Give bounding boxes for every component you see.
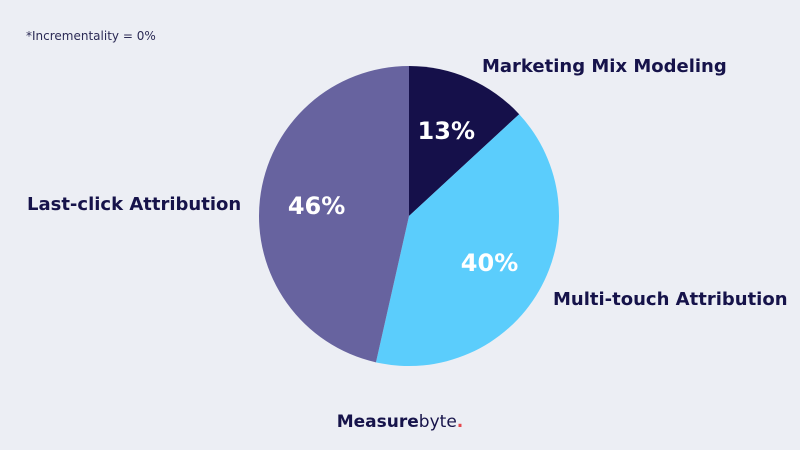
brand-name-bold: Measure: [336, 412, 419, 432]
brand-logo: Measurebyte.: [0, 412, 800, 432]
footnote: *Incrementality = 0%: [26, 29, 156, 43]
pie-slice-3: [259, 66, 409, 363]
category-label-3: Last-click Attribution: [27, 194, 242, 215]
pie-slice-1: [409, 66, 520, 216]
pie-slice-2: [375, 114, 560, 366]
category-label-1: Marketing Mix Modeling: [482, 56, 727, 77]
slice-value-label-2: 40%: [460, 248, 519, 277]
category-label-2: Multi-touch Attribution: [553, 289, 788, 310]
brand-name-light: byte: [418, 412, 457, 432]
brand-dot: .: [456, 412, 464, 432]
slice-value-label-3: 46%: [287, 191, 346, 220]
slice-value-label-1: 13%: [417, 116, 476, 145]
